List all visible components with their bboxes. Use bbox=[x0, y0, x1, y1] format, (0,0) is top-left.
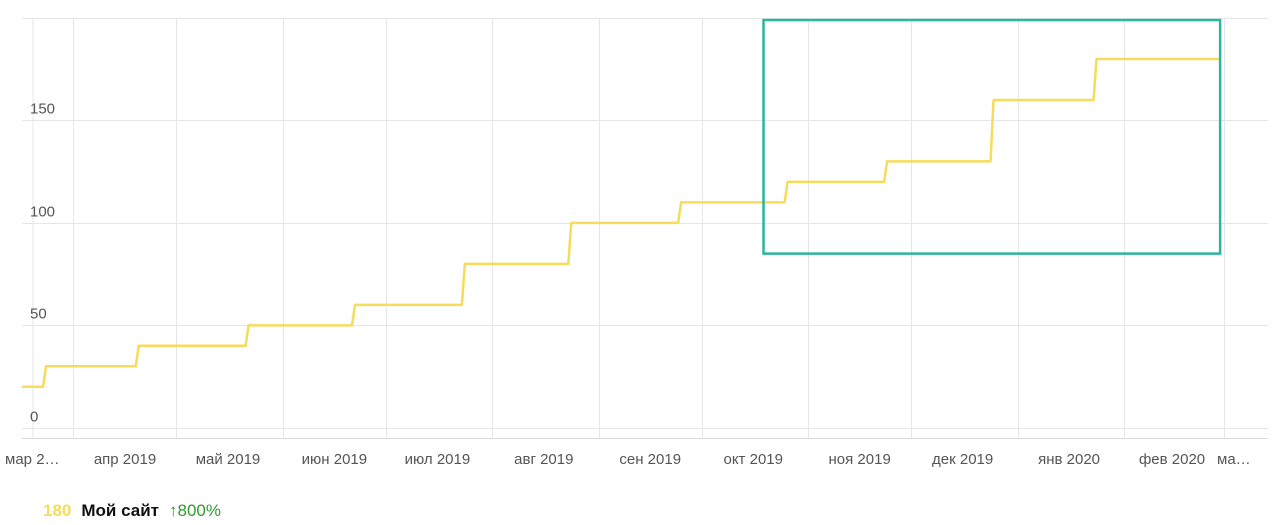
x-tick-label: авг 2019 bbox=[514, 451, 573, 468]
x-tick-label: ноя 2019 bbox=[829, 451, 891, 468]
step-line-chart: 0 50 100 150 мар 2… апр 2019 май 2019 июн 2019 и… bbox=[5, 18, 1268, 468]
y-tick-label: 150 bbox=[30, 101, 55, 118]
x-tick-label: окт 2019 bbox=[723, 451, 782, 468]
x-tick-label: апр 2019 bbox=[94, 451, 156, 468]
x-tick-label: мар 2… bbox=[5, 451, 60, 468]
x-tick-label: май 2019 bbox=[196, 451, 261, 468]
legend-value: 180 bbox=[43, 501, 72, 520]
x-tick-label: ма… bbox=[1217, 451, 1251, 468]
series-line bbox=[22, 57, 1221, 389]
x-tick-label: фев 2020 bbox=[1139, 451, 1205, 468]
y-tick-label: 100 bbox=[30, 204, 55, 221]
x-tick-label: сен 2019 bbox=[619, 451, 681, 468]
legend-change: ↑800% bbox=[169, 501, 221, 520]
y-tick-label: 0 bbox=[30, 409, 38, 426]
x-tick-label: янв 2020 bbox=[1038, 451, 1100, 468]
x-tick-label: дек 2019 bbox=[932, 451, 993, 468]
x-tick-label: июл 2019 bbox=[405, 451, 471, 468]
y-tick-label: 50 bbox=[30, 306, 47, 323]
x-tick-label: июн 2019 bbox=[302, 451, 367, 468]
legend-series-name[interactable]: Мой сайт bbox=[81, 501, 159, 520]
highlight-box bbox=[762, 18, 1222, 255]
legend: 180 Мой сайт ↑800% bbox=[43, 500, 221, 522]
